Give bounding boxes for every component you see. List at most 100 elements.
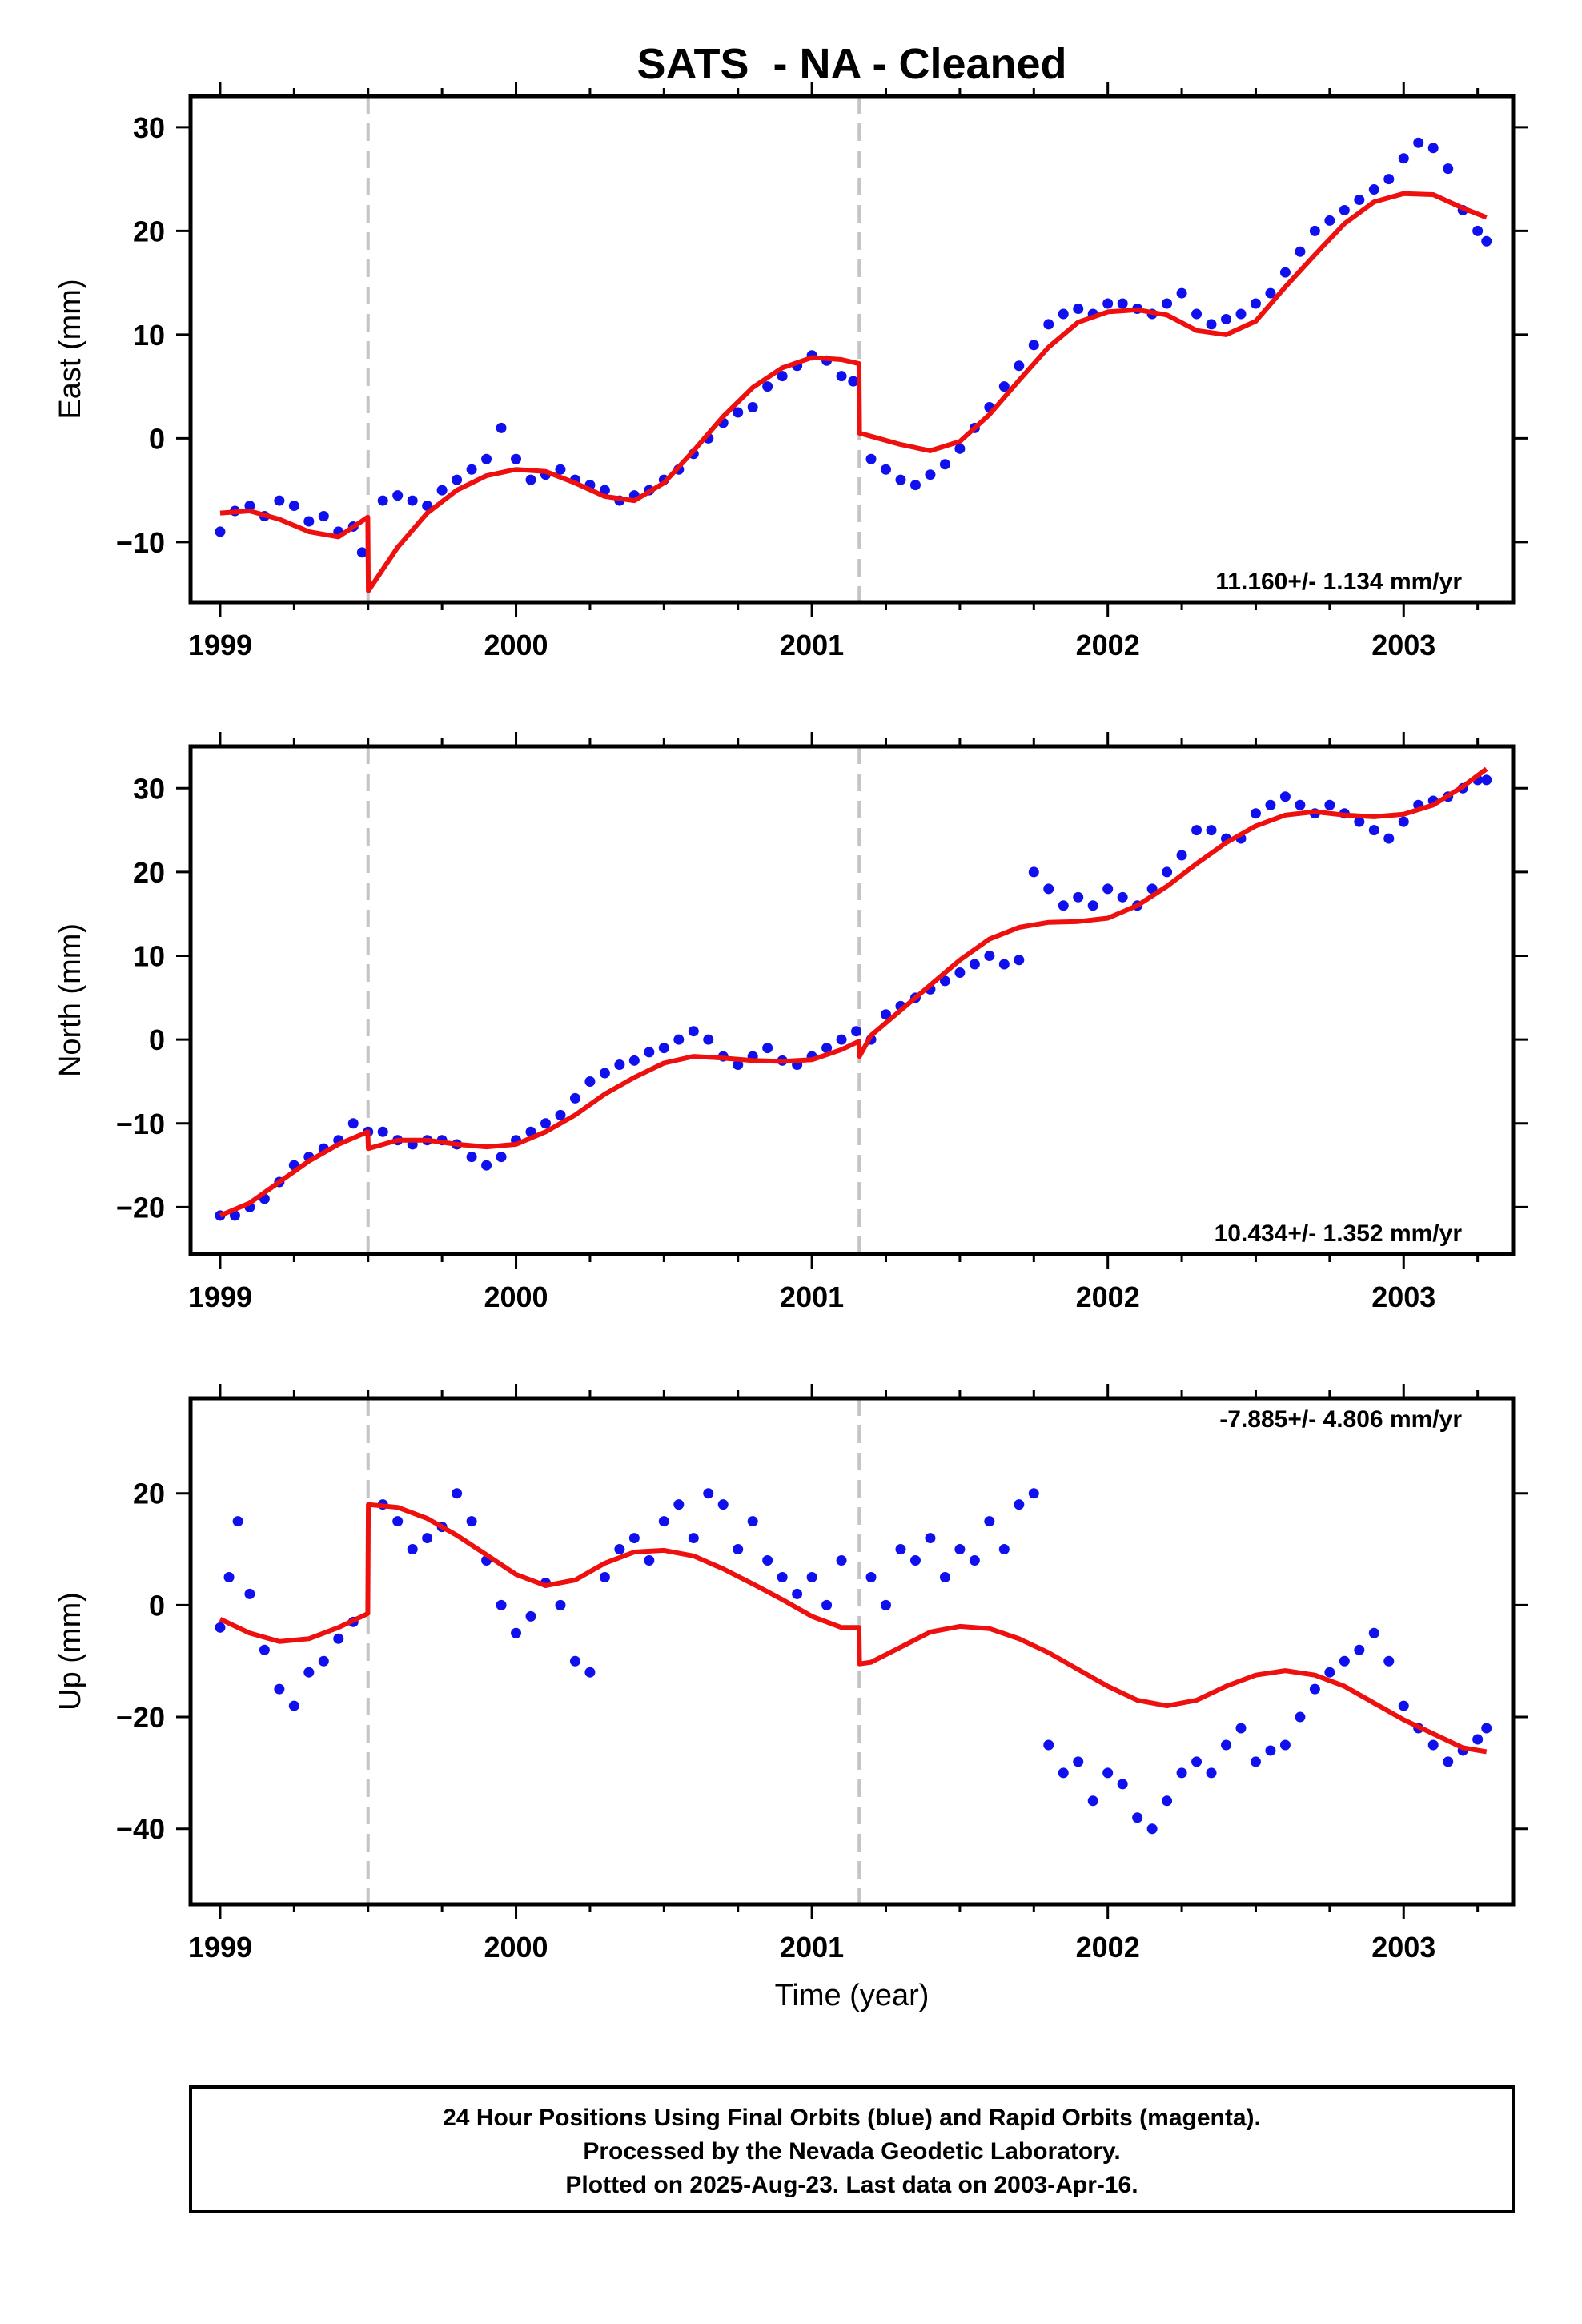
data-point [909,480,921,491]
x-tick-label: 2001 [780,629,844,661]
data-point [377,1126,388,1137]
data-point [1354,195,1365,206]
data-point [215,1622,226,1633]
data-point [998,381,1010,392]
data-point [1295,799,1306,810]
data-point [1087,1795,1098,1807]
data-point [762,381,773,392]
y-tick-label: −40 [116,1813,165,1846]
data-points [215,137,1492,558]
data-point [481,453,492,464]
data-point [392,1516,404,1527]
data-point [466,1152,477,1163]
data-point [703,1488,714,1499]
data-point [407,1544,418,1555]
data-point [1102,298,1114,309]
x-tick-label: 2003 [1371,1281,1435,1313]
data-point [703,1034,714,1045]
y-tick-label: −10 [116,526,165,559]
data-point [466,1516,477,1527]
data-point [244,1588,255,1599]
x-tick-label: 2000 [484,1931,548,1964]
data-point [1028,1488,1039,1499]
data-point [1014,360,1025,372]
data-point [954,443,966,454]
east-y-axis-label: East (mm) [54,279,87,419]
data-point [525,474,536,485]
data-point [895,1544,906,1555]
data-point [1043,319,1054,330]
data-point [1383,833,1395,844]
panel-east: 1999 2000 2001 2002 2003 −10 0 10 20 30 East (mm) 1… [54,82,1528,661]
data-point [733,407,744,418]
data-point [836,1555,847,1566]
data-point [1265,287,1276,299]
data-point [1028,866,1039,878]
data-point [865,1571,877,1582]
data-point [1014,1499,1025,1510]
data-point [356,547,367,558]
data-point [1265,1745,1276,1756]
data-point [288,501,299,512]
data-point [628,1055,640,1066]
panel-frame [188,1396,1516,1907]
data-point [939,1571,950,1582]
data-point [288,1700,299,1711]
y-tick-label: 30 [133,111,165,144]
data-point [1058,1767,1069,1779]
data-point [1073,1756,1084,1767]
data-point [407,495,418,506]
data-point [939,975,950,987]
east-rate-label: 11.160+/- 1.134 mm/yr [1215,569,1462,595]
data-point [223,1571,235,1582]
data-point [998,1544,1010,1555]
data-point [673,1499,685,1510]
data-point [333,1633,344,1644]
data-point [644,1555,655,1566]
data-point [584,1667,596,1678]
data-point [1383,174,1395,185]
x-axis-label: Time (year) [775,1979,930,2012]
data-point [1073,891,1084,903]
data-point [318,1655,329,1667]
footer-line-3: Plotted on 2025-Aug-23. Last data on 200… [565,2172,1138,2198]
data-point [1481,1723,1492,1734]
data-point [1146,1823,1158,1835]
data-point [939,459,950,470]
data-point [452,1488,463,1499]
data-point [1176,1767,1187,1779]
x-tick-label: 2001 [780,1931,844,1964]
data-point [836,1034,847,1045]
data-point [777,371,788,382]
data-point [1250,808,1261,819]
data-point [1324,1667,1335,1678]
data-point [1043,883,1054,895]
x-tick-label: 2002 [1076,1281,1140,1313]
data-point [1443,163,1454,175]
data-point [1014,955,1025,966]
data-point [644,1047,655,1058]
data-point [1162,1795,1173,1807]
x-tick-label: 2002 [1076,1931,1140,1964]
data-point [747,402,758,413]
x-tick-label: 1999 [188,1281,252,1313]
data-point [1279,1739,1291,1751]
data-point [422,1533,433,1544]
data-point [1443,1756,1454,1767]
data-point [821,1043,833,1054]
data-point [1087,900,1098,911]
data-point [881,1009,892,1020]
data-point [466,464,477,475]
y-tick-label: −10 [116,1108,165,1140]
data-point [1162,866,1173,878]
data-point [1309,1683,1320,1695]
y-tick-label: 30 [133,772,165,805]
data-point [1383,1655,1395,1667]
data-point [1472,1734,1484,1745]
data-point [1427,143,1439,154]
data-point [377,495,388,506]
data-point [215,526,226,537]
data-point [1309,225,1320,236]
y-tick-label: 0 [149,422,165,455]
y-tick-label: −20 [116,1191,165,1224]
